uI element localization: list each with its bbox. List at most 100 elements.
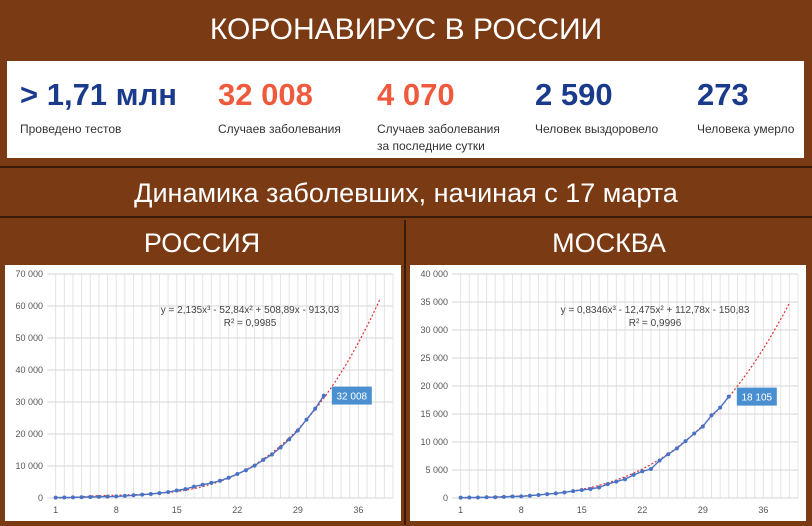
data-point (562, 490, 567, 495)
chart-panel-russia: 0 10 000 20 000 30 000 40 000 50 000 60 000 70 … (5, 265, 401, 521)
x-tick-label: 22 (232, 505, 242, 515)
data-point (70, 495, 75, 500)
data-point (458, 495, 463, 500)
data-point (62, 495, 67, 500)
last-value-badge (331, 386, 372, 405)
data-point (718, 405, 723, 410)
data-point (131, 493, 136, 498)
stat-cases-label: Случаев заболевания (218, 122, 341, 136)
chart-russia: 0 10 000 20 000 30 000 40 000 50 000 60 000 70 … (15, 269, 394, 515)
y-tick-label: 40 000 (420, 269, 448, 279)
data-point (640, 469, 645, 474)
x-tick-label: 15 (172, 505, 182, 515)
data-point (709, 413, 714, 418)
y-tick-label: 50 000 (15, 333, 43, 343)
y-tick-label: 60 000 (15, 301, 43, 311)
data-point (553, 491, 558, 496)
data-point (527, 493, 532, 498)
data-point (174, 488, 179, 493)
data-point (631, 472, 636, 477)
data-point (614, 479, 619, 484)
y-tick-label: 30 000 (420, 325, 448, 335)
data-point (313, 406, 318, 411)
trend-r2: R² = 0,9985 (224, 318, 277, 329)
chart-moscow: 0 5 000 10 000 15 000 20 000 25 000 30 000 35 0… (420, 269, 799, 515)
x-tick-label: 29 (698, 505, 708, 515)
stat-recovered-label: Человек выздоровело (535, 122, 659, 136)
chart-panel-moscow: 0 5 000 10 000 15 000 20 000 25 000 30 000 35 0… (410, 265, 806, 521)
data-point (243, 468, 248, 473)
x-tick-label: 1 (458, 505, 463, 515)
data-point (501, 494, 506, 499)
data-point (510, 494, 515, 499)
x-tick-label: 36 (758, 505, 768, 515)
trend-equation: y = 0,8346x³ - 12,475x² + 112,78x - 150,… (561, 305, 750, 316)
stat-cases-value: 32 008 (218, 77, 313, 112)
data-point (519, 494, 524, 499)
data-point (597, 485, 602, 490)
series-line (460, 396, 730, 499)
data-point (88, 495, 93, 500)
data-point (484, 495, 489, 500)
data-point (218, 478, 222, 483)
data-point (648, 466, 653, 471)
trend-r2: R² = 0,9996 (629, 318, 682, 329)
data-point (105, 494, 110, 499)
data-point (183, 487, 188, 492)
y-tick-label: 40 000 (15, 365, 43, 375)
data-point (623, 477, 627, 482)
trend-line (460, 302, 790, 499)
y-tick-label: 30 000 (15, 397, 43, 407)
data-point (295, 428, 300, 433)
trend-line (55, 298, 381, 499)
data-point (157, 491, 162, 496)
x-tick-label: 22 (637, 505, 647, 515)
data-point (571, 489, 576, 494)
data-point (683, 439, 688, 444)
region-label-moscow: МОСКВА (552, 228, 666, 258)
y-tick-label: 10 000 (420, 437, 448, 447)
y-tick-label: 10 000 (15, 461, 43, 471)
y-tick-label: 20 000 (15, 429, 43, 439)
stat-deaths-value: 273 (697, 77, 749, 112)
data-point (304, 417, 309, 422)
data-point (475, 495, 480, 500)
stat-daily-cases-label-line2: за последние сутки (377, 139, 485, 153)
data-point (287, 437, 292, 442)
y-tick-label: 5 000 (425, 465, 448, 475)
x-tick-label: 8 (519, 505, 524, 515)
y-tick-label: 70 000 (15, 269, 43, 279)
data-point (200, 482, 205, 487)
divider-line (0, 166, 812, 168)
y-tick-label: 0 (38, 493, 43, 503)
panel-divider (404, 220, 406, 525)
data-point (140, 492, 145, 497)
x-tick-label: 15 (577, 505, 587, 515)
stat-daily-cases-label-line1: Случаев заболевания (377, 122, 500, 136)
y-tick-label: 35 000 (420, 297, 448, 307)
chart-subtitle: Динамика заболевших, начиная с 17 марта (134, 178, 678, 208)
stat-daily-cases-label: Случаев заболевания за последние сутки (377, 121, 500, 155)
data-point (192, 484, 197, 489)
data-point (579, 488, 584, 493)
data-point (536, 492, 541, 497)
data-point (252, 463, 257, 468)
last-value-label: 18 105 (742, 393, 773, 404)
data-point (700, 424, 705, 429)
data-point (166, 490, 171, 495)
data-point (148, 491, 153, 496)
stat-deaths-label: Человека умерло (697, 122, 795, 136)
y-tick-label: 25 000 (420, 353, 448, 363)
page-title: КОРОНАВИРУС В РОССИИ (209, 13, 603, 46)
divider-line (0, 216, 812, 218)
x-tick-label: 36 (353, 505, 363, 515)
data-point (53, 495, 58, 500)
data-point (605, 482, 610, 487)
data-point (545, 492, 550, 497)
data-point (674, 446, 679, 451)
data-point (467, 495, 472, 500)
data-point (261, 457, 266, 462)
stat-recovered-value: 2 590 (535, 77, 613, 112)
last-value-badge (736, 387, 777, 406)
y-tick-label: 0 (443, 493, 448, 503)
